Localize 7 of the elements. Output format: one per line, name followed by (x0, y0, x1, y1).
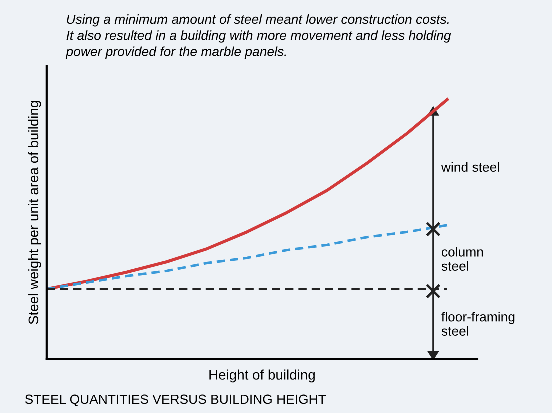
y-axis-title: Steel weight per unit area of building (28, 101, 42, 324)
annotation: column steel (442, 247, 484, 272)
text: Using a minimum amount of steel meant lower construction costs. It also resulted in a building with more movement and less holding power provided for the marble panels. (66, 14, 452, 60)
text: STEEL QUANTITIES VERSUS BUILDING HEIGHT (25, 394, 326, 407)
annotation: wind steel (441, 162, 500, 172)
x-axis-title: Height of building (210, 370, 315, 383)
annotation: floor-framing steel (442, 312, 515, 336)
